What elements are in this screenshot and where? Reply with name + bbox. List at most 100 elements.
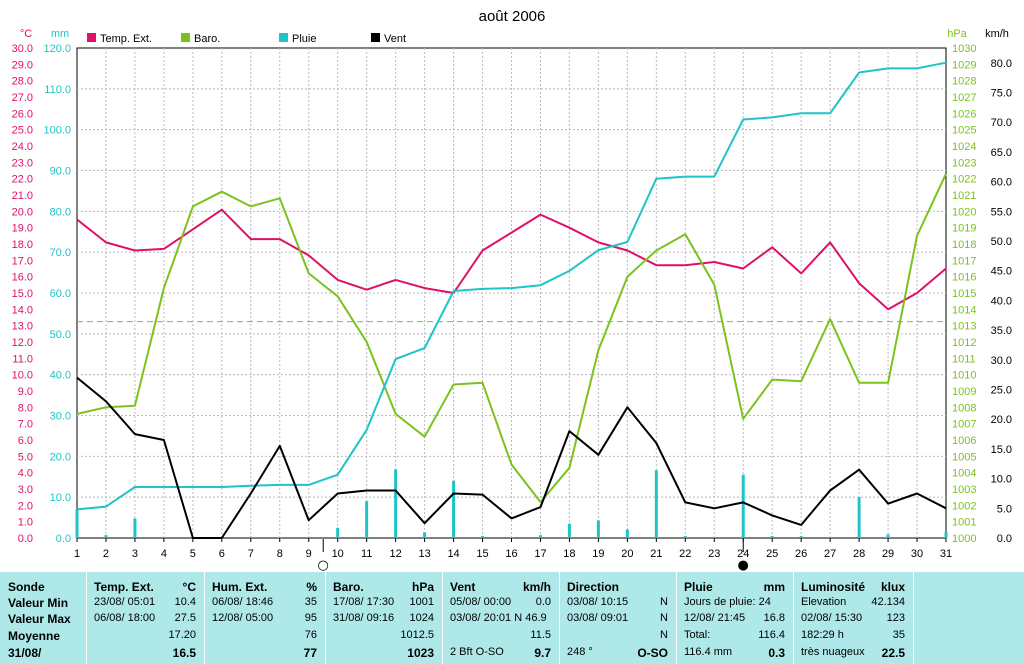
cell-value: N [660, 612, 668, 624]
x-tick-label: 10 [332, 548, 344, 560]
cell-label: 03/08/ 09:01 [567, 612, 629, 624]
temp-tick-label: 29.0 [12, 59, 33, 71]
baro-tick-label: 1016 [952, 272, 976, 284]
baro-tick-label: 1027 [952, 92, 976, 104]
x-tick-label: 18 [563, 548, 575, 560]
column-header: Hum. Ext. [212, 580, 268, 594]
baro-tick-label: 1028 [952, 76, 976, 88]
series-lines [76, 61, 947, 539]
column-header: Direction [567, 580, 620, 594]
chart-title: août 2006 [479, 8, 546, 25]
moon-marker-icon: ○ [318, 558, 329, 572]
temp-tick-label: 27.0 [12, 92, 33, 104]
column-unit: % [306, 580, 317, 594]
cell-label: Elevation [801, 596, 847, 608]
cell-value: 0.0 [535, 596, 551, 608]
cell-label: 182:29 h [801, 629, 844, 641]
daily-rain-bars [75, 469, 948, 538]
rain-bar [75, 509, 79, 538]
x-tick-label: 7 [248, 548, 254, 560]
wind-tick-label: 10.0 [991, 474, 1012, 486]
column-unit: °C [182, 580, 196, 594]
baro-tick-label: 1014 [952, 304, 976, 316]
temp-tick-label: 22.0 [12, 174, 33, 186]
x-tick-label: 6 [219, 548, 225, 560]
temp-tick-label: 28.0 [12, 76, 33, 88]
cell-value: 35 [892, 629, 905, 641]
summary-table: Sonde Valeur Min Valeur Max Moyenne 31/0… [0, 572, 1024, 664]
rain-bar [538, 535, 542, 538]
temp-tick-label: 26.0 [12, 108, 33, 120]
baro-tick-label: 1013 [952, 321, 976, 333]
x-tick-label: 5 [190, 548, 196, 560]
cell-value: 0.3 [768, 646, 785, 660]
table-column: Direction 03/08/ 10:15 N 03/08/ 09:01 N N 248 … [559, 572, 676, 664]
rain-bar [133, 518, 137, 538]
temp-tick-label: 19.0 [12, 223, 33, 235]
rain-tick-label: 120.0 [43, 43, 71, 55]
rain-bar [278, 537, 282, 538]
temp-tick-label: 10.0 [12, 370, 33, 382]
x-tick-label: 17 [534, 548, 546, 560]
row-label-sonde: Sonde [8, 580, 45, 594]
temp-tick-label: 17.0 [12, 255, 33, 267]
legend-label-0: Temp. Ext. [100, 33, 152, 45]
column-header: Temp. Ext. [94, 580, 154, 594]
cell-value: 16.8 [763, 612, 785, 624]
series-line-vent [76, 376, 947, 539]
baro-tick-label: 1003 [952, 484, 976, 496]
baro-tick-label: 1021 [952, 190, 976, 202]
x-tick-label: 22 [679, 548, 691, 560]
wind-tick-label: 35.0 [991, 325, 1012, 337]
wind-tick-label: 30.0 [991, 355, 1012, 367]
wind-tick-label: 70.0 [991, 117, 1012, 129]
series-line-baro [76, 173, 947, 504]
x-tick-label: 1 [74, 548, 80, 560]
row-labels: Sonde Valeur Min Valeur Max Moyenne 31/0… [0, 572, 86, 664]
baro-tick-label: 1000 [952, 533, 976, 545]
x-tick-label: 29 [882, 548, 894, 560]
baro-tick-label: 1012 [952, 337, 976, 349]
table-column: Baro. hPa 17/08/ 17:30 1001 31/08/ 09:16 1024… [325, 572, 442, 664]
table-column: Luminosité klux Elevation 42.134 02/08/ 15:3… [793, 572, 913, 664]
baro-tick-label: 1011 [952, 353, 976, 365]
cell-label: 248 ° [567, 646, 593, 658]
series-line-temp-ext [76, 208, 947, 311]
legend-swatch-0 [87, 33, 96, 42]
rain-tick-label: 80.0 [50, 206, 71, 218]
wind-tick-label: 55.0 [991, 206, 1012, 218]
cell-label: 02/08/ 15:30 [801, 612, 863, 624]
cell-label: 03/08/ 20:01 N 46.9 [450, 612, 547, 624]
rain-bar [104, 535, 108, 538]
column-header: Pluie [684, 580, 713, 594]
cell-value: 95 [304, 612, 317, 624]
cell-label: 06/08/ 18:00 [94, 612, 156, 624]
temp-tick-label: 21.0 [12, 190, 33, 202]
cell-value: 1024 [409, 612, 434, 624]
column-separator [86, 572, 87, 664]
baro-tick-label: 1026 [952, 108, 976, 120]
column-header: Baro. [333, 580, 364, 594]
column-separator [913, 572, 914, 664]
row-label-avg: Moyenne [8, 629, 61, 643]
cell-label: 06/08/ 18:46 [212, 596, 274, 608]
rain-bar [770, 535, 774, 538]
weather-chart: août 2006 Temp. Ext. Baro. Pluie Vent °C mm h… [12, 8, 1012, 572]
column-unit: hPa [411, 580, 434, 594]
column-separator [559, 572, 560, 664]
temp-tick-label: 13.0 [12, 321, 33, 333]
temp-tick-label: 11.0 [12, 353, 33, 365]
temp-tick-label: 9.0 [18, 386, 33, 398]
cell-value: 11.5 [530, 629, 551, 641]
cell-value: 116.4 [758, 629, 785, 641]
x-tick-label: 9 [306, 548, 312, 560]
rain-bar [249, 536, 253, 538]
temp-tick-label: 1.0 [18, 517, 33, 529]
x-tick-label: 28 [853, 548, 865, 560]
wind-tick-label: 25.0 [991, 385, 1012, 397]
wind-tick-label: 75.0 [991, 88, 1012, 100]
cell-value: 123 [886, 612, 905, 624]
table-column: Hum. Ext.% 06/08/ 18:46 35 12/08/ 05:00 95 76… [204, 572, 325, 664]
rain-tick-label: 10.0 [50, 492, 71, 504]
x-tick-label: 2 [103, 548, 109, 560]
